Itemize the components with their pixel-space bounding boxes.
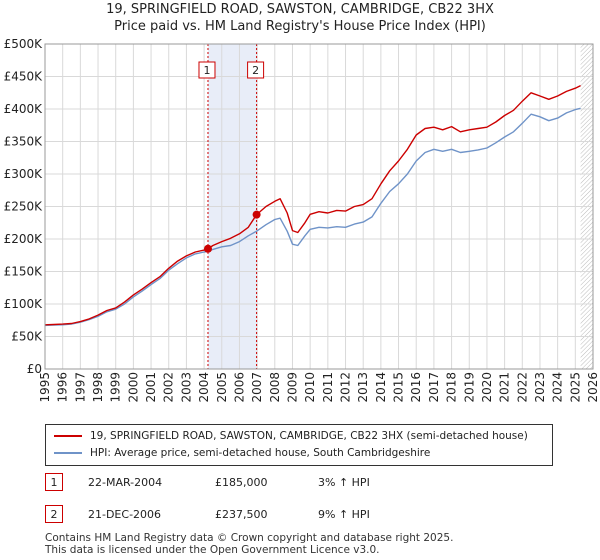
x-tick-label: 2026 <box>586 372 600 403</box>
x-tick-label: 2011 <box>321 372 335 403</box>
legend-swatch-blue <box>54 452 82 454</box>
x-tick-label: 2012 <box>339 372 353 403</box>
x-tick-label: 2008 <box>268 372 282 403</box>
x-tick-label: 1998 <box>91 372 105 403</box>
x-tick-label: 2018 <box>445 372 459 403</box>
x-tick-label: 1995 <box>38 372 52 403</box>
legend-label-property: 19, SPRINGFIELD ROAD, SAWSTON, CAMBRIDGE… <box>90 430 528 442</box>
legend-entry-hpi: HPI: Average price, semi-detached house,… <box>54 445 430 461</box>
x-tick-label: 2016 <box>409 372 423 403</box>
x-tick-label: 2001 <box>144 372 158 403</box>
y-tick-label: £300K <box>4 167 44 181</box>
transaction-badge: 1 <box>45 473 63 491</box>
x-tick-label: 2017 <box>427 372 441 403</box>
x-tick-label: 2023 <box>533 372 547 403</box>
x-tick-label: 2015 <box>392 372 406 403</box>
x-tick-label: 2020 <box>480 372 494 403</box>
y-tick-label: £150K <box>4 265 44 279</box>
x-tick-label: 2004 <box>197 372 211 403</box>
x-tick-label: 2007 <box>250 372 264 403</box>
transaction-date: 22-MAR-2004 <box>88 476 163 489</box>
sale-label-box <box>247 61 265 79</box>
sale-label-box <box>198 61 216 79</box>
y-tick-label: £200K <box>4 232 44 246</box>
x-tick-label: 1996 <box>56 372 70 403</box>
y-tick-label: £100K <box>4 297 44 311</box>
y-tick-label: £450K <box>4 70 44 84</box>
transaction-hpi: 9% ↑ HPI <box>318 508 370 521</box>
y-tick-label: £500K <box>4 37 44 51</box>
legend-entry-property: 19, SPRINGFIELD ROAD, SAWSTON, CAMBRIDGE… <box>54 428 528 444</box>
x-tick-label: 2002 <box>162 372 176 403</box>
footer-copyright: Contains HM Land Registry data © Crown c… <box>45 532 454 544</box>
sale-point <box>252 210 261 219</box>
series-line <box>44 107 581 327</box>
chart-title-line2: Price paid vs. HM Land Registry's House … <box>114 19 486 34</box>
transaction-price: £185,000 <box>215 476 268 489</box>
x-tick-label: 2022 <box>515 372 529 403</box>
y-tick-label: £50K <box>11 330 43 344</box>
y-tick-label: £400K <box>4 102 44 116</box>
y-tick-label: £250K <box>4 200 44 214</box>
transaction-hpi: 3% ↑ HPI <box>318 476 370 489</box>
x-tick-label: 2019 <box>462 372 476 403</box>
sale-label-text: 2 <box>252 64 259 77</box>
legend-swatch-red <box>54 435 82 437</box>
legend: 19, SPRINGFIELD ROAD, SAWSTON, CAMBRIDGE… <box>45 424 553 466</box>
price-chart: £0 £50K £100K £150K £200K £250K £300K £350K £400… <box>4 37 600 403</box>
x-tick-label: 2006 <box>232 372 246 403</box>
chart-title-line1: 19, SPRINGFIELD ROAD, SAWSTON, CAMBRIDGE… <box>106 2 494 17</box>
x-tick-label: 2010 <box>303 372 317 403</box>
sale-point <box>203 244 212 253</box>
x-tick-label: 2005 <box>215 372 229 403</box>
footer-licence: This data is licensed under the Open Gov… <box>45 544 380 556</box>
plot-border <box>44 43 594 370</box>
x-tick-label: 2014 <box>374 372 388 403</box>
x-tick-label: 2013 <box>356 372 370 403</box>
x-tick-label: 2003 <box>179 372 193 403</box>
x-tick-label: 2009 <box>285 372 299 403</box>
x-tick-label: 1997 <box>73 372 87 403</box>
x-tick-label: 1999 <box>109 372 123 403</box>
transaction-badge: 2 <box>45 505 63 523</box>
transaction-date: 21-DEC-2006 <box>88 508 162 521</box>
x-tick-label: 2021 <box>498 372 512 403</box>
x-tick-label: 2025 <box>568 372 582 403</box>
y-tick-label: £350K <box>4 135 44 149</box>
x-tick-label: 2024 <box>551 372 565 403</box>
transaction-price: £237,500 <box>215 508 268 521</box>
legend-label-hpi: HPI: Average price, semi-detached house,… <box>90 447 431 459</box>
x-tick-label: 2000 <box>126 372 140 403</box>
series-line <box>44 84 581 326</box>
sale-label-text: 1 <box>203 64 210 77</box>
y-tick-label: £0 <box>27 362 42 376</box>
